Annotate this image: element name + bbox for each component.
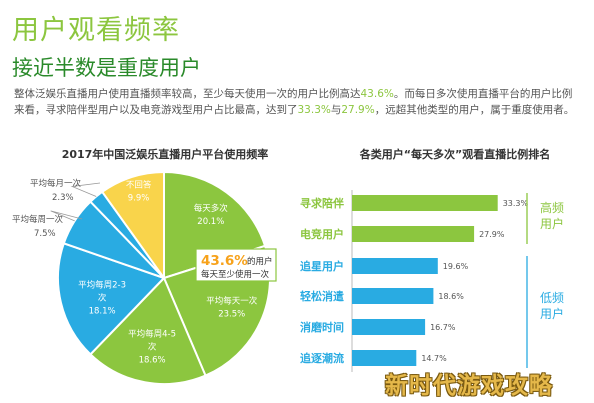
pie-slice-label: 23.5% [218, 309, 245, 319]
pie-slice [57, 242, 166, 356]
pie-slice-label: 18.1% [89, 306, 116, 316]
bar-category-label: 追星用户 [300, 259, 344, 273]
bar-value-label: 14.7% [421, 354, 447, 363]
desc-value-1: 43.6% [360, 88, 394, 100]
bar-value-label: 16.7% [430, 323, 456, 332]
bar-chart-title: 各类用户“每天多次”观看直播比例排名 [359, 148, 551, 161]
pie-slice-label: 9.9% [128, 193, 150, 203]
bar-category-label: 电竞用户 [300, 227, 344, 241]
callout-text: 每天至少使用一次 [201, 269, 270, 280]
bar [352, 195, 498, 211]
pie-slice-label: 平均每月一次 [30, 178, 82, 189]
desc-text-1: 整体泛娱乐直播用户使用直播频率较高，至少每天使用一次的用户比例高达 [14, 88, 361, 100]
pie-slice-label: 每天多次 [194, 203, 229, 214]
pie-slice-label: 2.3% [52, 193, 74, 203]
bar-category-label: 轻松消遣 [300, 289, 344, 303]
pie-slice-label: 不回答 [126, 179, 152, 190]
desc-value-3: 27.9% [341, 104, 375, 116]
pie-slice-label: 18.6% [139, 356, 166, 366]
bar-value-label: 19.6% [443, 262, 469, 271]
callout-text: 的用户 [247, 256, 273, 267]
pie-leader-line [70, 182, 101, 197]
pie-slice-label: 7.5% [34, 229, 56, 239]
bar [352, 288, 434, 304]
bar-value-label: 33.3% [503, 199, 529, 208]
page-subtitle: 接近半数是重度用户 [12, 56, 201, 80]
group-label: 用户 [540, 306, 564, 321]
pie-slice [100, 170, 165, 282]
bar-value-label: 27.9% [479, 230, 505, 239]
bar-category-label: 消磨时间 [300, 320, 344, 334]
desc-value-2: 33.3% [297, 104, 331, 116]
group-label: 用户 [540, 216, 564, 231]
pie-slice-label: 次 [148, 342, 157, 353]
bar [352, 258, 438, 274]
bar-category-label: 追逐潮流 [300, 351, 344, 365]
bar [352, 319, 426, 335]
bar [352, 350, 417, 366]
page-title: 用户观看频率 [12, 15, 180, 46]
bar-category-label: 寻求陪伴 [300, 196, 344, 210]
desc-text-2: 。而每日多次使用直播平台的用户比例来看，寻求陪伴型用户以及电竞游戏型用户占比最高… [14, 88, 573, 116]
pie-leader-line [50, 210, 83, 222]
pie-chart-title: 2017年中国泛娱乐直播用户平台使用频率 [61, 148, 269, 161]
group-label: 高频 [540, 200, 564, 215]
group-label: 低频 [540, 291, 564, 305]
desc-text-3: 与 [330, 104, 342, 116]
pie-slice-label: 平均每周一次 [12, 214, 64, 225]
pie-slice [89, 276, 207, 385]
callout-box [195, 248, 277, 282]
callout-value: 43.6% [201, 253, 248, 269]
pie-slice-label: 平均每天一次 [206, 295, 258, 306]
watermark-text: 新时代游戏攻略 [385, 373, 553, 399]
pie-slice-label: 平均每周4-5 [128, 329, 176, 340]
pie-slice-label: 平均每周2-3 [78, 279, 126, 290]
desc-text-4: ，远超其他类型的用户，属于重度使用者。 [374, 104, 575, 116]
pie-slice-label: 次 [98, 292, 107, 303]
pie-slice-label: 20.1% [197, 217, 224, 227]
bar-value-label: 18.6% [438, 292, 464, 301]
description-paragraph: 整体泛娱乐直播用户使用直播频率较高，至少每天使用一次的用户比例高达43.6%。而… [14, 86, 580, 118]
bar [352, 226, 475, 242]
